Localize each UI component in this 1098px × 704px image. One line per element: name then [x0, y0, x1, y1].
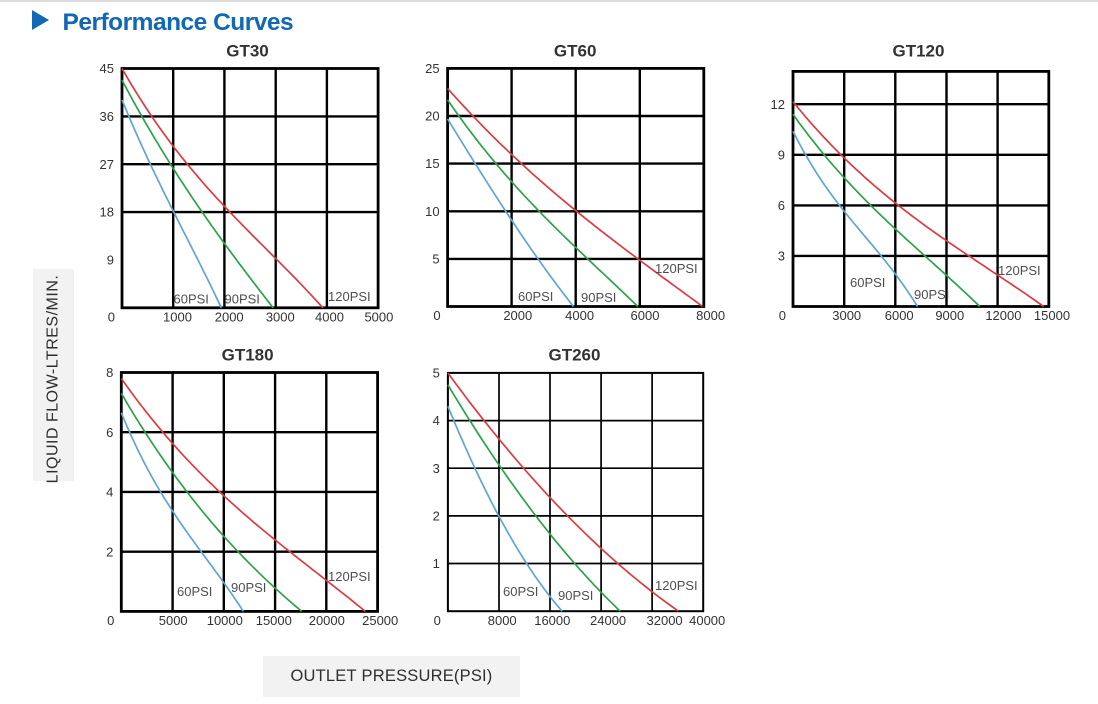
svg-text:1: 1	[433, 556, 440, 571]
svg-text:90PSI: 90PSI	[914, 287, 949, 302]
svg-text:120PSI: 120PSI	[328, 289, 371, 304]
svg-text:20000: 20000	[309, 613, 345, 628]
svg-text:4: 4	[433, 413, 440, 428]
svg-text:60PSI: 60PSI	[174, 292, 209, 307]
svg-text:45: 45	[100, 61, 114, 76]
svg-text:60PSI: 60PSI	[518, 289, 553, 304]
svg-text:1000: 1000	[163, 309, 192, 324]
svg-text:2: 2	[433, 509, 440, 524]
svg-text:20: 20	[425, 109, 439, 124]
svg-text:6000: 6000	[885, 308, 914, 323]
svg-text:10: 10	[425, 204, 439, 219]
svg-text:120PSI: 120PSI	[328, 569, 371, 584]
svg-text:2000: 2000	[215, 309, 244, 324]
svg-text:90PSI: 90PSI	[231, 580, 266, 595]
svg-text:6: 6	[106, 425, 113, 440]
svg-text:0: 0	[107, 613, 114, 628]
svg-text:9000: 9000	[935, 308, 964, 323]
svg-text:0: 0	[433, 308, 440, 323]
svg-text:6000: 6000	[631, 308, 660, 323]
svg-text:GT180: GT180	[222, 346, 274, 365]
svg-text:60PSI: 60PSI	[850, 275, 885, 290]
svg-text:5: 5	[432, 252, 439, 267]
svg-text:3: 3	[778, 249, 785, 264]
svg-text:4000: 4000	[565, 308, 594, 323]
svg-text:3000: 3000	[266, 309, 295, 324]
svg-text:120PSI: 120PSI	[655, 261, 698, 276]
svg-text:0: 0	[779, 308, 786, 323]
svg-text:8000: 8000	[696, 308, 725, 323]
svg-text:5: 5	[433, 366, 440, 381]
svg-text:0: 0	[108, 309, 115, 324]
svg-text:40000: 40000	[689, 613, 725, 628]
svg-text:9: 9	[107, 253, 114, 268]
svg-text:24000: 24000	[590, 613, 626, 628]
svg-text:36: 36	[100, 109, 114, 124]
svg-text:60PSI: 60PSI	[177, 584, 212, 599]
svg-text:15000: 15000	[256, 613, 292, 628]
svg-text:120PSI: 120PSI	[655, 578, 698, 593]
svg-text:5000: 5000	[159, 613, 188, 628]
svg-text:12000: 12000	[985, 308, 1021, 323]
svg-text:GT60: GT60	[554, 42, 597, 61]
svg-text:9: 9	[778, 147, 785, 162]
svg-text:12: 12	[771, 97, 785, 112]
svg-text:32000: 32000	[647, 613, 683, 628]
svg-text:120PSI: 120PSI	[998, 263, 1041, 278]
svg-text:4000: 4000	[315, 309, 344, 324]
svg-text:15000: 15000	[1034, 308, 1070, 323]
svg-text:16000: 16000	[534, 613, 570, 628]
svg-text:18: 18	[100, 205, 114, 220]
svg-text:2: 2	[106, 544, 113, 559]
svg-text:GT30: GT30	[226, 42, 269, 61]
svg-text:90PSI: 90PSI	[558, 588, 593, 603]
svg-text:90PSI: 90PSI	[581, 290, 616, 305]
svg-text:25000: 25000	[362, 613, 398, 628]
svg-text:90PSI: 90PSI	[225, 292, 260, 307]
svg-text:25: 25	[425, 61, 439, 76]
svg-text:3: 3	[433, 461, 440, 476]
svg-text:27: 27	[100, 157, 114, 172]
svg-text:4: 4	[106, 485, 113, 500]
svg-text:0: 0	[434, 613, 441, 628]
svg-text:10000: 10000	[207, 613, 243, 628]
svg-text:6: 6	[778, 198, 785, 213]
svg-text:5000: 5000	[364, 309, 393, 324]
svg-text:GT120: GT120	[893, 42, 945, 61]
svg-text:8: 8	[106, 365, 113, 380]
svg-text:8000: 8000	[488, 613, 517, 628]
svg-text:2000: 2000	[503, 308, 532, 323]
svg-text:GT260: GT260	[549, 346, 601, 365]
svg-text:60PSI: 60PSI	[503, 584, 538, 599]
svg-text:15: 15	[425, 156, 439, 171]
svg-text:3000: 3000	[832, 308, 861, 323]
